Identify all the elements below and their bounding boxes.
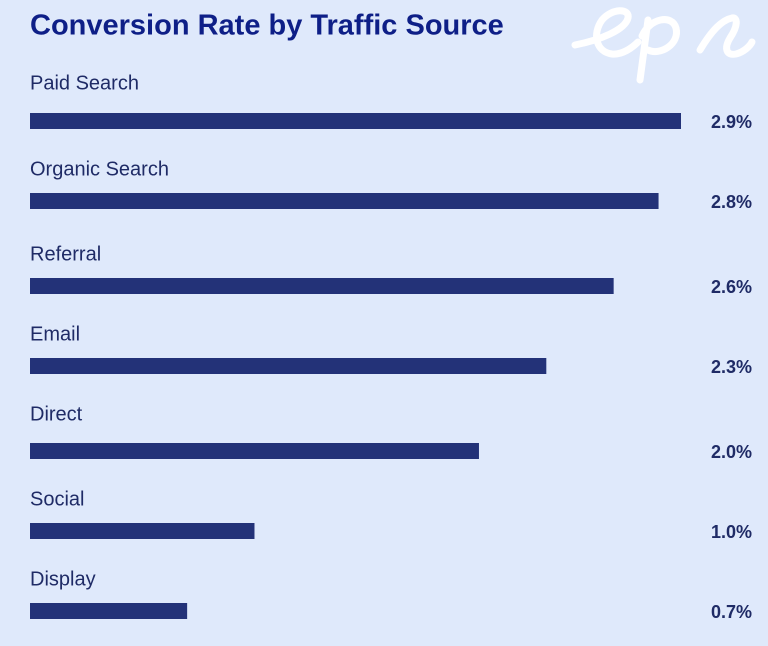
value-label: 1.0%	[711, 522, 752, 542]
bar	[30, 113, 681, 129]
value-label: 0.7%	[711, 602, 752, 622]
category-label: Organic Search	[30, 158, 169, 180]
category-label: Referral	[30, 243, 101, 265]
category-label: Direct	[30, 403, 83, 425]
value-label: 2.8%	[711, 192, 752, 212]
bar	[30, 603, 188, 619]
bar	[30, 278, 614, 294]
category-label: Social	[30, 488, 84, 510]
value-label: 2.9%	[711, 112, 752, 132]
bar	[30, 358, 547, 374]
category-label: Display	[30, 568, 96, 590]
category-label: Email	[30, 323, 80, 345]
bar	[30, 193, 659, 209]
value-label: 2.6%	[711, 277, 752, 297]
category-label: Paid Search	[30, 72, 139, 94]
bar	[30, 523, 255, 539]
logo	[571, 7, 756, 84]
bar	[30, 443, 479, 459]
value-label: 2.3%	[711, 357, 752, 377]
value-label: 2.0%	[711, 442, 752, 462]
chart-title: Conversion Rate by Traffic Source	[30, 10, 504, 42]
